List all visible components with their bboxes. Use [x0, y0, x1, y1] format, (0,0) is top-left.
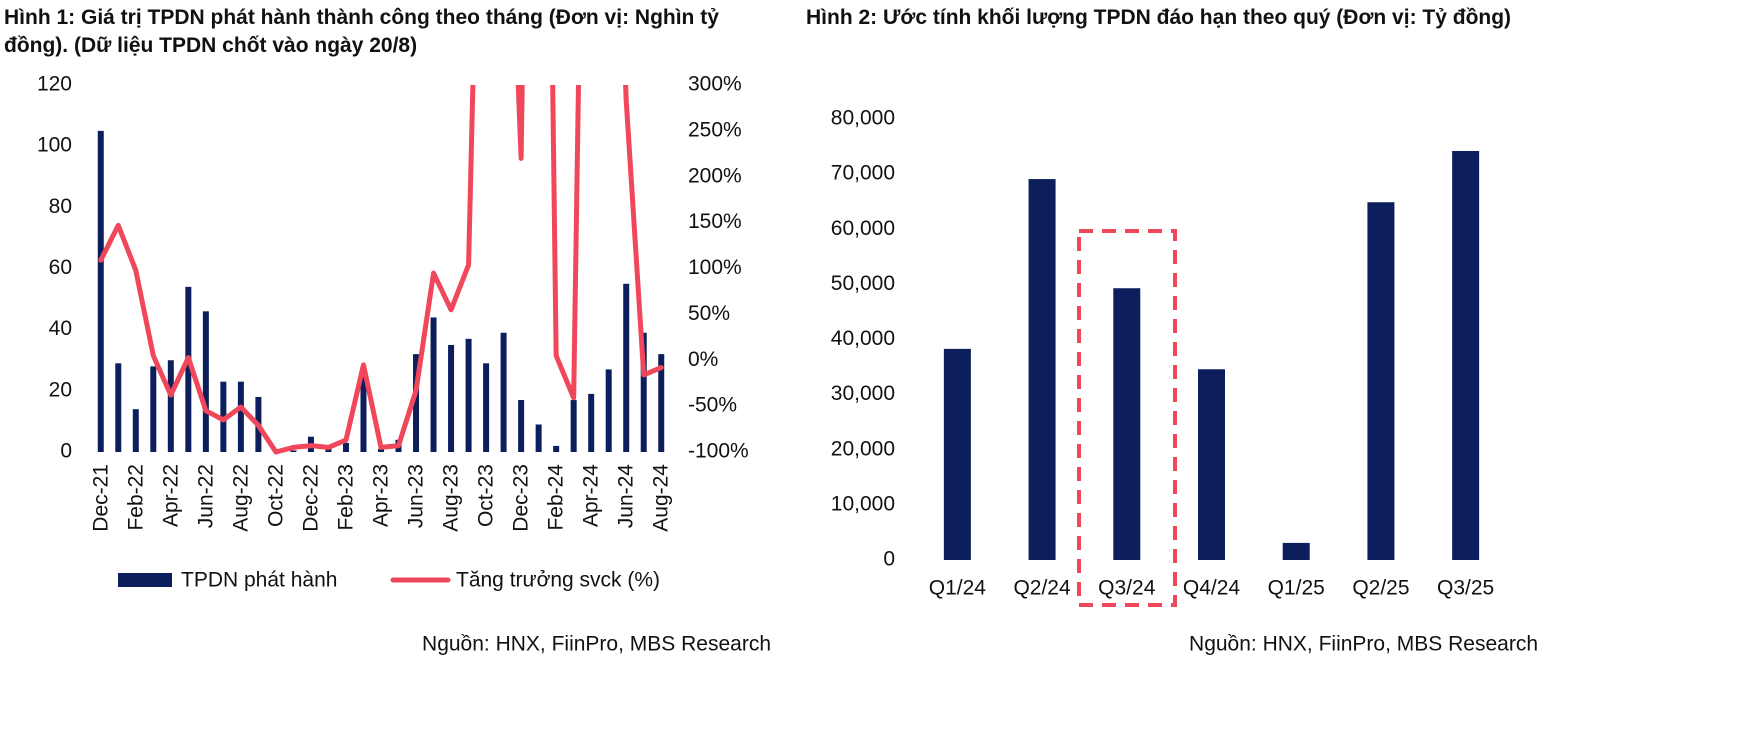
y2-tick-label: -50%	[688, 394, 737, 417]
y-tick-label: 20	[49, 378, 72, 401]
x-tick-label: Oct-22	[264, 464, 287, 527]
y-tick-label: 20,000	[831, 437, 895, 460]
bar	[588, 393, 595, 452]
bar	[413, 354, 420, 452]
x-tick-label: Apr-22	[159, 464, 182, 527]
x-tick-label: Feb-23	[334, 464, 357, 531]
bar	[465, 338, 472, 452]
bar	[448, 344, 455, 452]
bar	[290, 450, 297, 452]
line	[98, 85, 664, 455]
x-tick-label: Aug-24	[650, 464, 673, 532]
bar	[360, 369, 367, 452]
y-tick-label: 0	[883, 548, 895, 571]
y-tick-label: 80	[49, 195, 72, 218]
x-tick-label: Apr-23	[370, 464, 393, 527]
x-tick-label: Jun-24	[615, 464, 638, 529]
y2-tick-label: 250%	[688, 118, 742, 141]
bar	[1367, 202, 1395, 560]
bar	[97, 130, 104, 452]
x-tick-label: Q1/24	[929, 577, 987, 600]
x-tick-label: Dec-21	[89, 464, 112, 532]
legend-label: Tăng trưởng svck (%)	[456, 569, 660, 592]
bar	[342, 442, 349, 452]
bar	[1113, 288, 1141, 560]
x-tick-label: Oct-23	[475, 464, 498, 527]
bar	[115, 363, 122, 452]
x-tick-label: Jun-22	[194, 464, 217, 528]
y2-tick-label: 200%	[688, 164, 742, 187]
x-tick-label: Q4/24	[1183, 577, 1241, 600]
x-tick-label: Feb-24	[545, 464, 568, 531]
y-tick-label: 50,000	[831, 272, 895, 295]
bar	[570, 400, 577, 452]
y-tick-label: 120	[37, 73, 72, 96]
bar	[167, 360, 174, 452]
y2-tick-label: 0%	[688, 348, 718, 371]
bar	[150, 366, 157, 452]
y-tick-label: 30,000	[831, 382, 895, 405]
bar	[1452, 150, 1480, 560]
bar	[325, 448, 332, 452]
x-tick-label: Aug-23	[440, 464, 463, 532]
bar	[1282, 542, 1310, 560]
bar	[185, 286, 192, 452]
y2-tick-label: 100%	[688, 256, 742, 279]
y-tick-label: 80,000	[831, 107, 895, 130]
y2-tick-label: -100%	[688, 440, 749, 463]
bar	[1198, 369, 1225, 560]
x-tick-label: Feb-22	[124, 464, 147, 531]
x-tick-label: Q2/24	[1013, 577, 1071, 600]
bar	[605, 369, 612, 452]
bar	[1028, 179, 1056, 560]
x-tick-label: Aug-22	[229, 464, 252, 532]
bar	[430, 317, 437, 452]
bar	[237, 381, 244, 452]
bar	[483, 363, 490, 452]
bar	[535, 424, 542, 452]
bar	[553, 445, 560, 452]
bar	[500, 332, 507, 452]
x-tick-label: Dec-23	[510, 464, 533, 532]
highlight-box	[1077, 229, 1177, 607]
y-tick-label: 40	[49, 317, 72, 340]
legend-label: TPDN phát hành	[181, 569, 337, 592]
source: Nguồn: HNX, FiinPro, MBS Research	[1189, 633, 1538, 656]
y2-tick-label: 150%	[688, 210, 742, 233]
x-tick-label: Q1/25	[1268, 577, 1325, 600]
legend-swatch	[118, 573, 172, 587]
x-tick-label: Q3/24	[1098, 577, 1156, 600]
x-tick-label: Dec-22	[299, 464, 322, 532]
bar	[943, 348, 971, 560]
x-tick-label: Q2/25	[1352, 577, 1409, 600]
y-tick-label: 60,000	[831, 217, 895, 240]
y-tick-label: 60	[49, 256, 72, 279]
chart-title: Hình 2: Ước tính khối lượng TPDN đáo hạn…	[806, 6, 1512, 29]
y-tick-label: 40,000	[831, 327, 895, 350]
y-tick-label: 0	[60, 440, 72, 463]
y-tick-label: 100	[37, 134, 72, 157]
y-tick-label: 70,000	[831, 162, 895, 185]
bar	[640, 332, 647, 452]
y2-tick-label: 300%	[688, 73, 742, 96]
bar	[623, 283, 630, 452]
bar	[518, 400, 525, 452]
y2-tick-label: 50%	[688, 302, 730, 325]
bar	[658, 354, 665, 452]
bar	[202, 311, 209, 452]
x-tick-label: Jun-23	[405, 464, 428, 528]
x-tick-label: Q3/25	[1437, 577, 1494, 600]
bar	[378, 448, 384, 452]
source: Nguồn: HNX, FiinPro, MBS Research	[422, 633, 771, 656]
y-tick-label: 10,000	[831, 492, 895, 515]
bar	[132, 409, 139, 452]
x-tick-label: Apr-24	[580, 464, 603, 527]
chart-title: Hình 1: Giá trị TPDN phát hành thành côn…	[4, 6, 719, 57]
